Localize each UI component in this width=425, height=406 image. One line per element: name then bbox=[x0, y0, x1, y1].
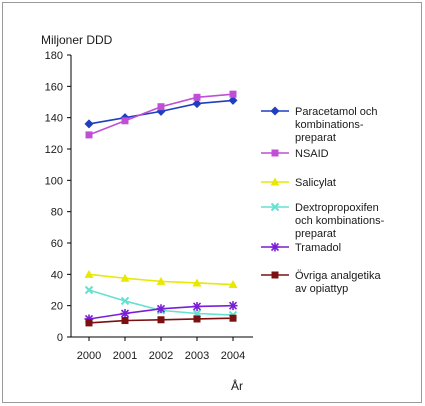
legend-label: kombinations- bbox=[295, 119, 364, 131]
x-tick-label: 2000 bbox=[77, 350, 101, 362]
legend-label: preparat bbox=[295, 228, 336, 240]
data-point-marker bbox=[193, 93, 201, 101]
legend-swatch-marker bbox=[270, 106, 280, 116]
data-point-marker bbox=[193, 315, 201, 323]
y-tick-label: 120 bbox=[45, 144, 63, 156]
legend-label: Salicylat bbox=[295, 177, 336, 189]
data-point-marker bbox=[228, 280, 238, 289]
y-tick-label: 160 bbox=[45, 81, 63, 93]
legend-swatch-marker bbox=[270, 202, 280, 212]
data-point-marker bbox=[84, 119, 94, 129]
data-point-marker bbox=[121, 117, 129, 125]
data-point-marker bbox=[84, 314, 94, 324]
y-tick-label: 20 bbox=[51, 301, 63, 313]
data-point-marker bbox=[192, 301, 202, 311]
x-axis-label: År bbox=[231, 378, 243, 393]
series-markers bbox=[84, 90, 238, 327]
legend-label: Övriga analgetika bbox=[295, 270, 381, 282]
series-lines bbox=[88, 93, 234, 324]
legend-label: och kombinations- bbox=[295, 215, 385, 227]
x-tick-label: 2001 bbox=[113, 350, 137, 362]
y-tick-label: 100 bbox=[45, 175, 63, 187]
data-point-marker bbox=[228, 95, 238, 105]
data-point-marker bbox=[157, 103, 165, 111]
data-point-marker bbox=[84, 285, 94, 295]
data-point-marker bbox=[84, 269, 94, 278]
y-tick-label: 0 bbox=[57, 332, 63, 344]
y-axis-label: Miljoner DDD bbox=[41, 33, 113, 47]
y-tick-label: 180 bbox=[45, 50, 63, 62]
data-point-marker bbox=[157, 316, 165, 324]
legend-label: Tramadol bbox=[295, 242, 341, 254]
x-tick-label: 2002 bbox=[149, 350, 173, 362]
data-point-marker bbox=[156, 304, 166, 314]
y-tick-label: 40 bbox=[51, 269, 63, 281]
legend-label: Paracetamol och bbox=[295, 106, 378, 118]
axes: 0 20 40 60 80 100 120 140 160 180 2000 2001 2002 2003… bbox=[45, 50, 253, 362]
line-chart: Miljoner DDD 0 20 40 60 80 100 120 140 160 180 200… bbox=[41, 33, 385, 393]
y-tick-label: 80 bbox=[51, 207, 63, 219]
data-point-marker bbox=[121, 317, 129, 325]
data-point-marker bbox=[120, 296, 130, 306]
legend-label: av opiattyp bbox=[295, 283, 348, 295]
data-point-marker bbox=[85, 131, 93, 139]
data-point-marker bbox=[120, 273, 130, 282]
data-point-marker bbox=[156, 276, 166, 285]
x-tick-label: 2004 bbox=[221, 350, 245, 362]
chart-frame: Miljoner DDD 0 20 40 60 80 100 120 140 160 180 200… bbox=[2, 2, 422, 403]
data-point-marker bbox=[120, 309, 130, 318]
data-point-marker bbox=[192, 278, 202, 287]
legend-swatch-marker bbox=[270, 177, 280, 186]
legend-label: NSAID bbox=[295, 148, 329, 160]
legend-label: preparat bbox=[295, 132, 336, 144]
x-tick-label: 2003 bbox=[185, 350, 209, 362]
data-point-marker bbox=[229, 314, 237, 322]
y-tick-label: 140 bbox=[45, 113, 63, 125]
data-point-marker bbox=[228, 301, 238, 311]
legend-swatch-marker bbox=[271, 271, 279, 279]
legend-label: Dextropropoxifen bbox=[295, 202, 379, 214]
y-tick-label: 60 bbox=[51, 238, 63, 250]
legend-swatch-marker bbox=[271, 149, 279, 157]
data-point-marker bbox=[85, 319, 93, 327]
data-point-marker bbox=[192, 99, 202, 109]
data-point-marker bbox=[229, 90, 237, 98]
legend-swatch-marker bbox=[270, 242, 280, 252]
